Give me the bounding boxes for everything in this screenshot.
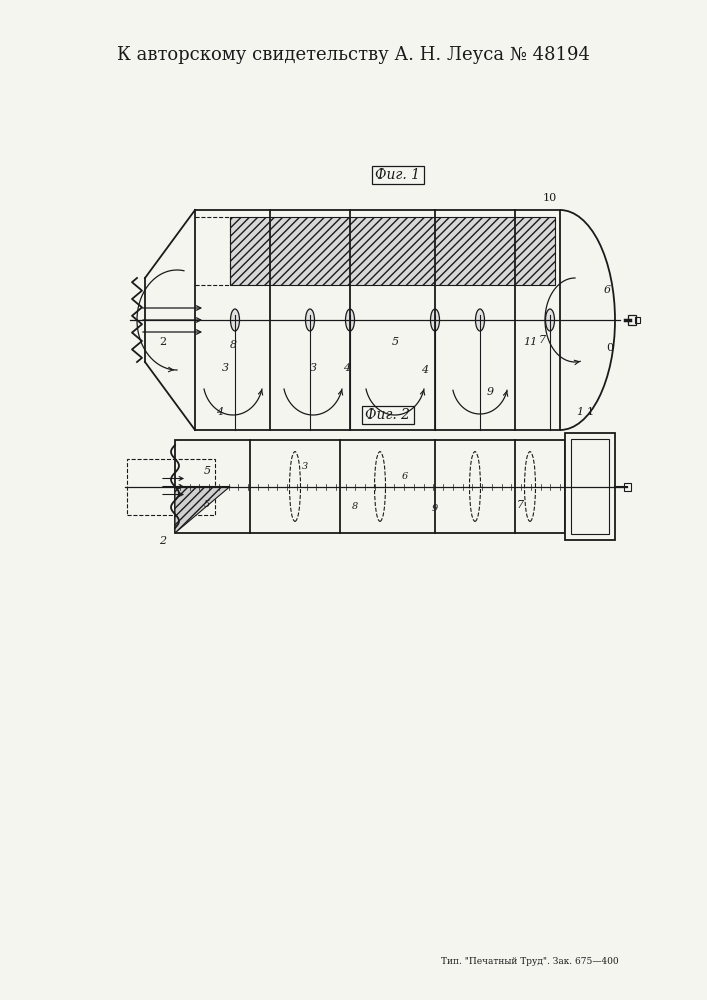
Text: 1: 1 xyxy=(576,407,583,417)
Text: К авторскому свидетельству А. Н. Леуса № 48194: К авторскому свидетельству А. Н. Леуса №… xyxy=(117,46,590,64)
Text: 5: 5 xyxy=(392,337,399,347)
Ellipse shape xyxy=(230,309,240,331)
Bar xyxy=(565,433,615,540)
Bar xyxy=(230,217,555,285)
Bar xyxy=(175,440,565,533)
Text: 1: 1 xyxy=(586,407,594,417)
Bar xyxy=(371,166,423,184)
Text: 4: 4 xyxy=(344,363,351,373)
Text: 3: 3 xyxy=(221,363,228,373)
Bar xyxy=(361,406,414,424)
Text: 6: 6 xyxy=(402,472,408,481)
Text: 3: 3 xyxy=(302,462,308,471)
Text: 0: 0 xyxy=(607,343,614,353)
Text: 4: 4 xyxy=(216,407,223,417)
Text: 8: 8 xyxy=(230,340,237,350)
Ellipse shape xyxy=(431,309,440,331)
Text: 6: 6 xyxy=(604,285,611,295)
Text: 9: 9 xyxy=(432,504,438,513)
Text: 7: 7 xyxy=(539,335,546,345)
Bar xyxy=(127,458,215,514)
Text: 3: 3 xyxy=(310,363,317,373)
Ellipse shape xyxy=(346,309,354,331)
Text: Фиг. 1: Фиг. 1 xyxy=(375,168,420,182)
Bar xyxy=(628,315,636,325)
Ellipse shape xyxy=(305,309,315,331)
Ellipse shape xyxy=(476,309,484,331)
Polygon shape xyxy=(175,487,230,533)
Text: 5: 5 xyxy=(204,500,210,509)
Text: 9: 9 xyxy=(486,387,493,397)
Text: 10: 10 xyxy=(543,193,557,203)
Bar xyxy=(571,439,609,534)
Bar xyxy=(624,483,631,490)
Text: 5: 5 xyxy=(204,466,211,477)
Bar xyxy=(195,210,560,430)
Text: 2: 2 xyxy=(160,536,167,546)
Text: 7: 7 xyxy=(516,499,524,510)
Text: 8: 8 xyxy=(352,502,358,511)
Ellipse shape xyxy=(546,309,554,331)
Bar xyxy=(635,317,640,323)
Text: Тип. "Печатный Труд". Зак. 675—400: Тип. "Печатный Труд". Зак. 675—400 xyxy=(441,958,619,966)
Text: 11: 11 xyxy=(523,337,537,347)
Text: Фиг. 2: Фиг. 2 xyxy=(365,408,410,422)
Text: 4: 4 xyxy=(421,365,428,375)
Text: 2: 2 xyxy=(160,337,167,347)
